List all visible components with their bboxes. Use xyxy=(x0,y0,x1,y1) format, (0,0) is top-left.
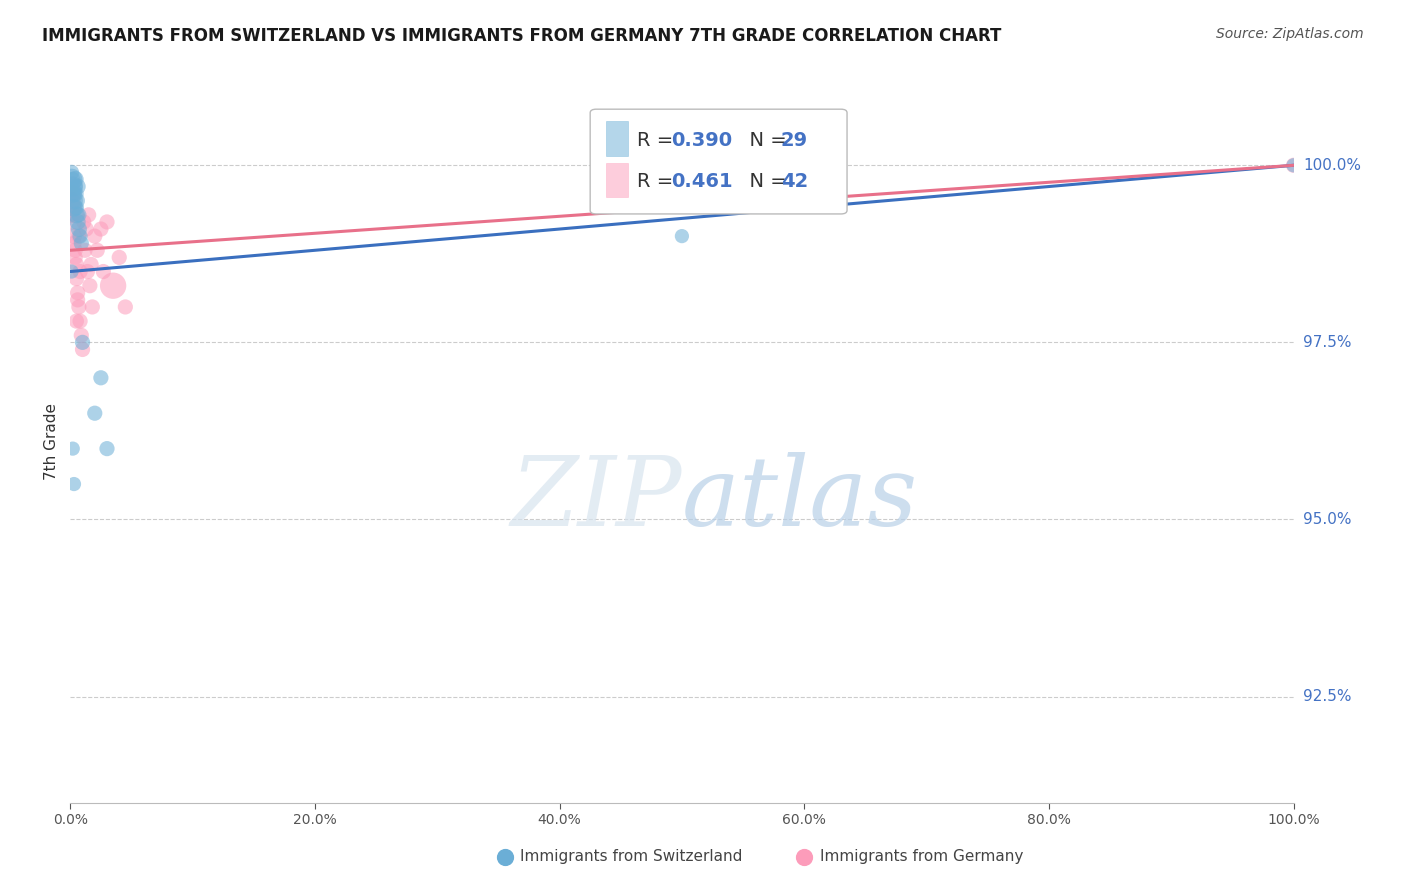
Point xyxy=(73,215,96,229)
Point xyxy=(60,179,83,194)
Point xyxy=(60,186,83,201)
Text: ZIP: ZIP xyxy=(510,452,682,546)
Point xyxy=(1282,158,1305,172)
Point xyxy=(66,285,89,300)
Point xyxy=(72,343,94,357)
Point xyxy=(108,251,131,265)
Point xyxy=(91,264,114,278)
Point xyxy=(63,201,86,215)
Point xyxy=(73,244,96,258)
Point xyxy=(77,208,100,222)
Point xyxy=(63,186,86,201)
Text: 0.461: 0.461 xyxy=(671,172,733,191)
Text: Source: ZipAtlas.com: Source: ZipAtlas.com xyxy=(1216,27,1364,41)
Point xyxy=(72,335,94,350)
FancyBboxPatch shape xyxy=(591,109,846,214)
Point xyxy=(67,300,90,314)
Point xyxy=(70,236,93,251)
Text: N =: N = xyxy=(737,131,793,150)
Text: 92.5%: 92.5% xyxy=(1303,689,1351,704)
Point xyxy=(66,215,89,229)
Point xyxy=(69,314,91,328)
Point xyxy=(63,201,86,215)
Text: N =: N = xyxy=(737,172,793,191)
Point xyxy=(60,194,83,208)
Text: atlas: atlas xyxy=(682,452,918,546)
Point xyxy=(70,328,93,343)
Point xyxy=(75,222,97,236)
Point xyxy=(66,179,89,194)
FancyBboxPatch shape xyxy=(606,162,628,197)
Point xyxy=(69,229,91,244)
Point xyxy=(60,264,83,278)
Text: IMMIGRANTS FROM SWITZERLAND VS IMMIGRANTS FROM GERMANY 7TH GRADE CORRELATION CHA: IMMIGRANTS FROM SWITZERLAND VS IMMIGRANT… xyxy=(42,27,1001,45)
Point xyxy=(671,158,693,172)
Text: 95.0%: 95.0% xyxy=(1303,512,1351,527)
Text: R =: R = xyxy=(637,172,685,191)
Point xyxy=(62,172,84,186)
Text: Immigrants from Switzerland: Immigrants from Switzerland xyxy=(520,849,742,864)
Point xyxy=(62,179,84,194)
Point xyxy=(65,201,87,215)
Point xyxy=(60,208,83,222)
Point xyxy=(96,442,118,456)
Point xyxy=(62,186,84,201)
Point xyxy=(83,406,105,420)
Text: R =: R = xyxy=(637,131,679,150)
Point xyxy=(83,229,105,244)
FancyBboxPatch shape xyxy=(606,121,628,156)
Point xyxy=(60,165,83,179)
Point xyxy=(66,293,89,307)
Point xyxy=(65,314,87,328)
Point xyxy=(63,477,86,491)
Point xyxy=(69,264,91,278)
Point xyxy=(65,208,87,222)
Point xyxy=(671,229,693,244)
Point xyxy=(63,244,86,258)
Point xyxy=(65,194,87,208)
Point xyxy=(67,222,90,236)
Point xyxy=(114,300,136,314)
Point xyxy=(63,172,86,186)
Point xyxy=(76,264,98,278)
Point xyxy=(79,278,101,293)
Point xyxy=(90,222,112,236)
Text: 29: 29 xyxy=(780,131,808,150)
Point xyxy=(101,278,124,293)
Point xyxy=(67,229,90,244)
Point xyxy=(63,236,86,251)
Point xyxy=(67,208,90,222)
Point xyxy=(62,194,84,208)
Point xyxy=(82,300,104,314)
Point xyxy=(96,215,118,229)
Point xyxy=(1282,158,1305,172)
Y-axis label: 7th Grade: 7th Grade xyxy=(44,403,59,480)
Point xyxy=(63,179,86,194)
Point xyxy=(63,229,86,244)
Text: 42: 42 xyxy=(780,172,808,191)
Point xyxy=(62,442,84,456)
Text: 97.5%: 97.5% xyxy=(1303,334,1351,350)
Point xyxy=(65,271,87,285)
Point xyxy=(63,186,86,201)
Point xyxy=(80,257,103,271)
Point xyxy=(60,172,83,186)
Text: Immigrants from Germany: Immigrants from Germany xyxy=(820,849,1024,864)
Point xyxy=(65,257,87,271)
Point xyxy=(63,194,86,208)
Point xyxy=(62,208,84,222)
Text: 0.390: 0.390 xyxy=(671,131,733,150)
Point xyxy=(90,371,112,385)
Point xyxy=(63,215,86,229)
Point xyxy=(86,244,108,258)
Point xyxy=(63,251,86,265)
Point xyxy=(62,201,84,215)
Text: 100.0%: 100.0% xyxy=(1303,158,1361,173)
